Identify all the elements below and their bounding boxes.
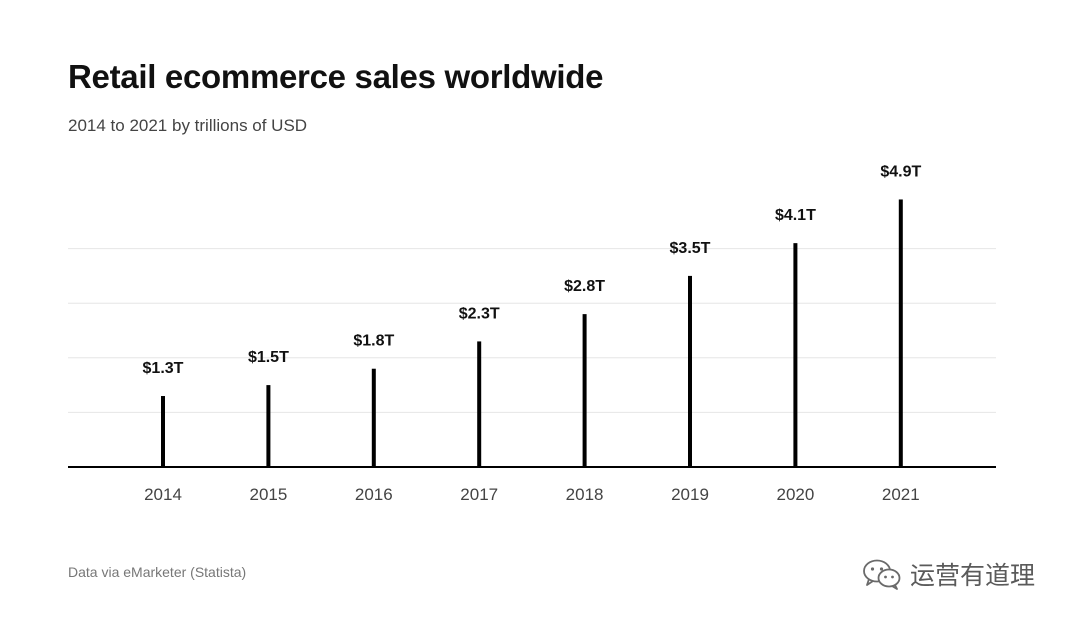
value-label-2016: $1.8T [353,333,394,350]
value-label-2019: $3.5T [670,240,711,257]
source-note: Data via eMarketer (Statista) [68,564,247,580]
bar-2019 [688,275,692,467]
value-label-2021: $4.9T [880,163,921,180]
watermark-text: 运营有道理 [910,561,1036,590]
bar-2018 [582,314,587,467]
x-tick-label-2020: 2020 [776,485,814,504]
value-label-2017: $2.3T [459,305,500,322]
x-tick-label-2018: 2018 [566,485,604,504]
value-label-2015: $1.5T [248,349,289,366]
value-label-2018: $2.8T [564,278,605,295]
bar-2017 [477,341,482,467]
value-labels: $1.3T $1.5T $1.8T $2.3T $2.8T $3.5T $4.1T $4.9T [143,163,922,377]
value-label-2020: $4.1T [775,207,816,224]
wechat-icon [863,559,901,590]
watermark: 运营有道理 [862,556,1035,592]
bars [161,199,903,467]
bar-2021 [898,199,903,467]
bar-2020 [793,243,798,467]
x-tick-label-2019: 2019 [671,485,709,504]
bar-2015 [266,385,271,467]
x-tick-labels: 2014 2015 2016 2017 2018 2019 2020 2021 [144,485,920,504]
bar-2014 [161,396,165,467]
value-label-2014: $1.3T [143,360,184,377]
bar-2016 [371,368,376,467]
x-tick-label-2021: 2021 [882,485,920,504]
x-tick-label-2014: 2014 [144,485,182,504]
chart-subtitle: 2014 to 2021 by trillions of USD [68,116,308,135]
x-tick-label-2017: 2017 [460,485,498,504]
x-tick-label-2016: 2016 [355,485,393,504]
chart-title: Retail ecommerce sales worldwide [68,58,604,95]
x-tick-label-2015: 2015 [249,485,287,504]
gridlines [68,248,996,413]
